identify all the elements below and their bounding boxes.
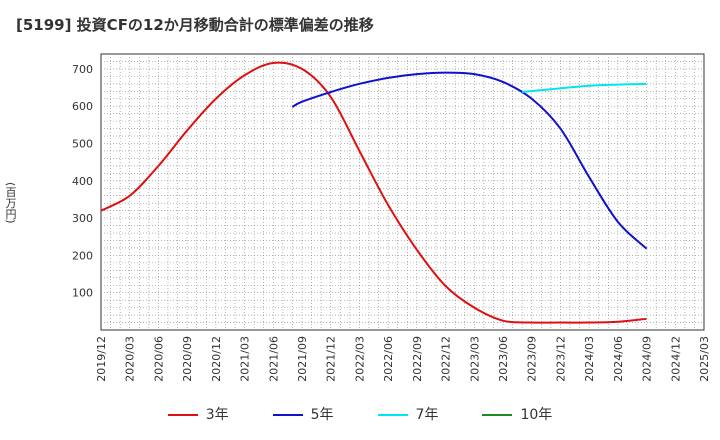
x-tick-label: 2023/03 bbox=[468, 336, 481, 382]
x-tick-label: 2024/12 bbox=[669, 336, 682, 382]
y-axis-label: (百万円) bbox=[4, 182, 17, 224]
series-line-1 bbox=[100, 61, 647, 324]
y-tick-label: 600 bbox=[72, 100, 93, 113]
x-tick-label: 2023/12 bbox=[554, 336, 567, 382]
legend-swatch bbox=[272, 414, 303, 416]
x-tick-label: 2024/03 bbox=[583, 336, 596, 382]
y-tick-label: 300 bbox=[72, 212, 93, 225]
x-tick-label: 2022/06 bbox=[382, 336, 395, 382]
legend-label: 5年 bbox=[310, 407, 334, 423]
x-tick-label: 2022/09 bbox=[411, 336, 424, 382]
legend: 3年 5年 7年 10年 bbox=[0, 404, 720, 424]
x-tick-label: 2024/06 bbox=[612, 336, 625, 382]
x-tick-label: 2021/06 bbox=[267, 336, 280, 382]
legend-label: 7年 bbox=[415, 407, 439, 423]
y-tick-label: 400 bbox=[72, 175, 93, 188]
x-tick-label: 2020/03 bbox=[124, 336, 137, 382]
x-tick-label: 2021/12 bbox=[325, 336, 338, 382]
series-line-3 bbox=[522, 82, 647, 94]
y-tick-label: 700 bbox=[72, 63, 93, 76]
series-line-2 bbox=[291, 71, 648, 250]
legend-item: 5年 bbox=[272, 404, 334, 424]
legend-label: 3年 bbox=[205, 407, 229, 423]
plot-area bbox=[100, 53, 705, 331]
legend-swatch bbox=[167, 414, 198, 416]
x-tick-label: 2020/12 bbox=[210, 336, 223, 382]
x-tick-label: 2022/03 bbox=[353, 336, 366, 382]
legend-item: 3年 bbox=[167, 404, 229, 424]
legend-item: 7年 bbox=[377, 404, 439, 424]
chart-title: [5199] 投資CFの12か月移動合計の標準偏差の推移 bbox=[16, 16, 374, 34]
y-tick-label: 500 bbox=[72, 138, 93, 151]
x-tick-label: 2019/12 bbox=[95, 336, 108, 382]
legend-label: 10年 bbox=[520, 407, 553, 423]
x-tick-label: 2022/12 bbox=[440, 336, 453, 382]
x-tick-label: 2024/09 bbox=[641, 336, 654, 382]
x-tick-label: 2023/06 bbox=[497, 336, 510, 382]
x-tick-label: 2025/03 bbox=[698, 336, 711, 382]
x-tick-label: 2020/09 bbox=[181, 336, 194, 382]
y-tick-label: 100 bbox=[72, 287, 93, 300]
legend-swatch bbox=[482, 414, 513, 416]
x-tick-label: 2021/03 bbox=[239, 336, 252, 382]
x-tick-label: 2021/09 bbox=[296, 336, 309, 382]
legend-item: 10年 bbox=[482, 404, 552, 424]
x-tick-label: 2020/06 bbox=[152, 336, 165, 382]
legend-swatch bbox=[377, 414, 408, 416]
x-tick-label: 2023/09 bbox=[526, 336, 539, 382]
y-tick-label: 200 bbox=[72, 249, 93, 262]
